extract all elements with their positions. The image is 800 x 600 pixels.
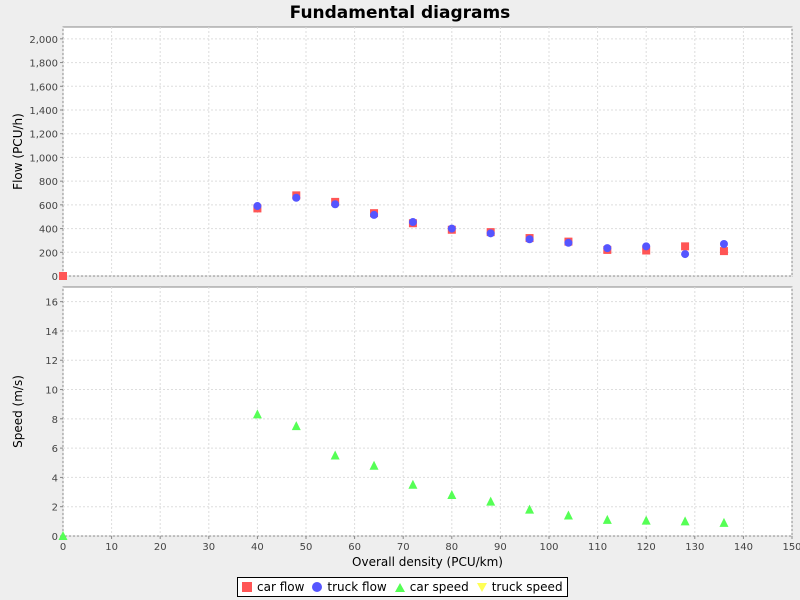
data-point-car-flow — [642, 246, 651, 255]
data-point-car-speed — [602, 514, 612, 524]
x-tick-label: 100 — [539, 542, 558, 553]
x-tick-label: 30 — [202, 542, 215, 553]
data-point-truck-flow — [292, 193, 301, 202]
legend-item-car-speed: car speed — [394, 580, 469, 594]
y-tick-label: 12 — [45, 356, 58, 367]
y-tick-label: 6 — [52, 444, 58, 455]
data-point-car-speed — [525, 504, 535, 514]
data-point-car-speed — [58, 531, 68, 540]
triangle-down-marker-icon — [476, 582, 487, 592]
y-tick-label: 2,000 — [29, 35, 58, 46]
data-point-truck-flow — [719, 239, 728, 248]
square-marker-icon — [242, 582, 252, 592]
y-axis-label: Flow (PCU/h) — [11, 113, 25, 190]
x-tick-label: 10 — [105, 542, 118, 553]
y-tick-label: 1,200 — [29, 130, 58, 141]
data-point-car-speed — [291, 421, 301, 431]
data-point-truck-flow — [370, 210, 379, 219]
y-tick-label: 14 — [45, 327, 58, 338]
y-tick-label: 0 — [52, 532, 58, 543]
x-tick-label: 40 — [251, 542, 264, 553]
y-tick-label: 1,400 — [29, 106, 58, 117]
y-tick-label: 10 — [45, 386, 58, 397]
y-tick-label: 800 — [39, 177, 58, 188]
data-point-car-speed — [369, 460, 379, 470]
data-point-truck-flow — [331, 200, 340, 209]
data-point-truck-flow — [603, 244, 612, 253]
data-point-truck-flow — [642, 242, 651, 251]
y-axis-label: Speed (m/s) — [11, 375, 25, 448]
legend: car flow truck flow car speed truck spee… — [237, 577, 568, 597]
x-tick-label: 80 — [445, 542, 458, 553]
y-tick-label: 600 — [39, 201, 58, 212]
data-point-truck-flow — [253, 202, 262, 211]
legend-label: truck flow — [327, 580, 387, 594]
y-tick-label: 400 — [39, 225, 58, 236]
data-point-car-speed — [719, 517, 729, 527]
x-tick-label: 50 — [300, 542, 313, 553]
y-tick-label: 2 — [52, 503, 58, 514]
data-point-truck-flow — [525, 235, 534, 244]
y-tick-label: 16 — [45, 298, 58, 309]
data-point-car-speed — [330, 450, 340, 460]
x-tick-label: 130 — [685, 542, 704, 553]
data-point-car-flow — [681, 242, 690, 251]
x-tick-label: 150 — [782, 542, 800, 553]
data-point-car-speed — [408, 479, 418, 489]
data-point-car-flow — [59, 272, 67, 280]
x-tick-label: 90 — [494, 542, 507, 553]
circle-marker-icon — [312, 582, 323, 592]
x-tick-label: 0 — [60, 542, 66, 553]
y-tick-label: 1,000 — [29, 153, 58, 164]
y-tick-label: 4 — [52, 473, 58, 484]
y-tick-label: 200 — [39, 248, 58, 259]
chart-title: Fundamental diagrams — [289, 3, 511, 23]
x-tick-label: 70 — [397, 542, 410, 553]
y-tick-label: 1,800 — [29, 59, 58, 70]
data-point-car-speed — [563, 510, 573, 520]
data-point-car-speed — [680, 516, 690, 526]
legend-label: car speed — [409, 580, 469, 594]
data-point-car-speed — [641, 515, 651, 525]
legend-label: truck speed — [491, 580, 563, 594]
x-tick-label: 110 — [588, 542, 607, 553]
plot-area — [62, 286, 793, 537]
legend-item-truck-speed: truck speed — [476, 580, 563, 594]
legend-item-car-flow: car flow — [242, 580, 304, 594]
x-tick-label: 140 — [734, 542, 753, 553]
x-tick-label: 120 — [637, 542, 656, 553]
data-point-car-speed — [252, 409, 262, 419]
legend-item-truck-flow: truck flow — [312, 580, 387, 594]
y-tick-label: 8 — [52, 415, 58, 426]
data-point-car-speed — [447, 489, 457, 499]
y-tick-label: 1,600 — [29, 82, 58, 93]
data-point-truck-flow — [486, 229, 495, 238]
x-tick-label: 20 — [154, 542, 167, 553]
data-point-truck-flow — [564, 238, 573, 247]
plot-area — [62, 26, 793, 277]
x-axis-label: Overall density (PCU/km) — [352, 555, 503, 569]
x-tick-label: 60 — [348, 542, 361, 553]
data-point-truck-flow — [408, 218, 417, 227]
triangle-up-marker-icon — [394, 582, 405, 592]
data-point-truck-flow — [681, 250, 690, 259]
data-point-truck-flow — [447, 224, 456, 233]
legend-label: car flow — [257, 580, 305, 594]
data-point-car-speed — [486, 496, 496, 506]
data-point-car-flow — [719, 247, 728, 256]
y-tick-label: 0 — [52, 272, 58, 283]
